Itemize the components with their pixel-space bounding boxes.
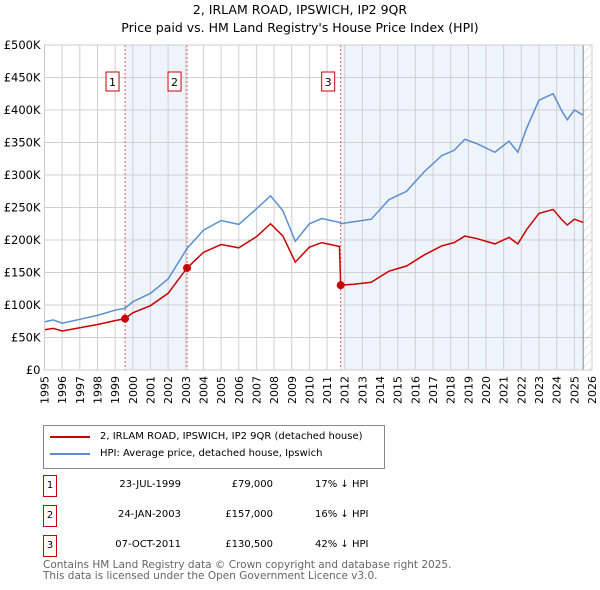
sale-marker: 3 — [43, 535, 57, 557]
x-tick-label: 1998 — [91, 376, 104, 404]
x-tick-label: 2024 — [551, 376, 564, 404]
chart-subtitle: Price paid vs. HM Land Registry's House … — [121, 20, 479, 35]
sale-price: £157,000 — [225, 509, 273, 520]
x-tick-label: 2011 — [321, 376, 334, 404]
chart: 1995 1996 1997 1998 1999 2000 2001 2002 2003 2004… — [4, 38, 599, 404]
series-line-property — [44, 208, 584, 332]
sale-marker: 1 — [43, 475, 57, 497]
x-tick-label: 2021 — [498, 376, 511, 404]
x-tick-label: 2013 — [356, 376, 369, 404]
x-tick-label: 2017 — [427, 376, 440, 404]
x-tick-label: 2014 — [374, 376, 387, 404]
x-tick-label: 2020 — [480, 376, 493, 404]
series-line-hpi — [44, 92, 584, 324]
sale-date: 24-JAN-2003 — [117, 509, 181, 520]
footer-line: This data is licensed under the Open Gov… — [43, 570, 378, 582]
x-tick-label: 2010 — [303, 376, 316, 404]
footer-line: Contains HM Land Registry data © Crown c… — [43, 559, 452, 571]
y-tick-label: £0 — [26, 363, 41, 377]
sale-marker-label: 1 — [109, 76, 116, 89]
sale-marker: 2 — [43, 505, 57, 527]
sale-row: 3 07-OCT-2011 £130,500 42% ↓ HPI — [43, 535, 443, 557]
legend-item-property: 2, IRLAM ROAD, IPSWICH, IP2 9QR (detache… — [50, 431, 363, 442]
sale-point — [183, 263, 192, 272]
x-tick-label: 2004 — [197, 376, 210, 404]
legend-label: HPI: Average price, detached house, Ipsw… — [100, 448, 323, 459]
sale-price: £130,500 — [225, 539, 273, 550]
y-tick-label: £350K — [4, 136, 41, 150]
chart-title: 2, IRLAM ROAD, IPSWICH, IP2 9QR — [192, 2, 408, 17]
x-tick-label: 2000 — [127, 376, 140, 404]
sale-row: 2 24-JAN-2003 £157,000 16% ↓ HPI — [43, 505, 443, 527]
x-tick-label: 2015 — [392, 376, 405, 404]
legend-item-hpi: HPI: Average price, detached house, Ipsw… — [50, 448, 322, 459]
y-tick-label: £100K — [4, 298, 41, 312]
y-tick-label: £300K — [4, 168, 41, 182]
sale-marker-box — [167, 71, 182, 92]
x-tick-label: 1999 — [109, 376, 122, 404]
x-tick-label: 2005 — [215, 376, 228, 404]
sale-date: 23-JUL-1999 — [119, 479, 181, 490]
sale-point — [336, 281, 345, 290]
sale-hpi: 42% ↓ HPI — [315, 539, 369, 550]
sale-marker-label: 2 — [171, 76, 178, 89]
x-tick-label: 2003 — [180, 376, 193, 404]
x-tick-label: 2006 — [233, 376, 246, 404]
x-tick-label: 2018 — [445, 376, 458, 404]
legend-label: 2, IRLAM ROAD, IPSWICH, IP2 9QR (detache… — [100, 431, 363, 442]
sale-price: £79,000 — [231, 479, 273, 490]
legend-swatch-blue — [50, 452, 90, 455]
x-tick-label: 1995 — [39, 376, 52, 404]
x-tick-label: 1997 — [74, 376, 87, 404]
x-tick-label: 2025 — [568, 376, 581, 404]
x-tick-label: 2016 — [409, 376, 422, 404]
y-tick-label: £150K — [4, 266, 41, 280]
sale-marker-box — [105, 71, 120, 92]
sale-marker-box — [321, 71, 336, 92]
y-tick-label: £250K — [4, 201, 41, 215]
sale-row: 1 23-JUL-1999 £79,000 17% ↓ HPI — [43, 475, 443, 497]
x-tick-label: 2008 — [268, 376, 281, 404]
x-tick-label: 2026 — [586, 376, 599, 404]
y-tick-label: £50K — [11, 331, 41, 345]
x-tick-label: 2023 — [533, 376, 546, 404]
plot-frame — [44, 44, 593, 371]
x-tick-label: 2012 — [339, 376, 352, 404]
x-tick-label: 2019 — [462, 376, 475, 404]
x-tick-label: 2002 — [162, 376, 175, 404]
x-tick-label: 1996 — [56, 376, 69, 404]
sale-point — [121, 314, 130, 323]
sale-date: 07-OCT-2011 — [115, 539, 181, 550]
y-tick-label: £400K — [4, 103, 41, 117]
y-tick-label: £450K — [4, 71, 41, 85]
y-tick-label: £500K — [4, 38, 41, 52]
footer: Contains HM Land Registry data © Crown c… — [43, 560, 451, 582]
x-tick-label: 2009 — [286, 376, 299, 404]
sale-hpi: 16% ↓ HPI — [315, 509, 369, 520]
sale-marker-label: 3 — [325, 76, 332, 89]
x-tick-label: 2007 — [250, 376, 263, 404]
x-tick-label: 2001 — [144, 376, 157, 404]
sale-hpi: 17% ↓ HPI — [315, 479, 369, 490]
x-tick-label: 2022 — [515, 376, 528, 404]
legend: 2, IRLAM ROAD, IPSWICH, IP2 9QR (detache… — [43, 425, 385, 469]
y-tick-label: £200K — [4, 233, 41, 247]
legend-swatch-red — [50, 435, 90, 438]
